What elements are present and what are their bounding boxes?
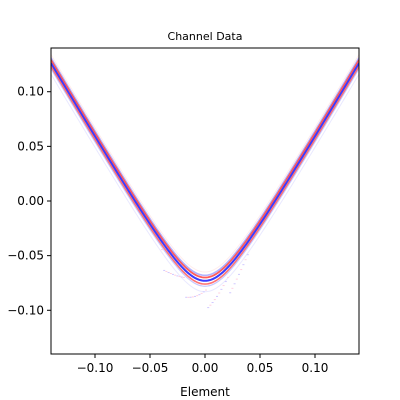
speckle (244, 259, 247, 261)
speckle (233, 283, 236, 285)
wave-band-red (51, 59, 359, 279)
speckle (218, 292, 221, 294)
x-axis: −0.10 −0.05 0.00 0.05 0.10 (77, 354, 329, 375)
speckle (209, 304, 212, 306)
speckle (169, 272, 172, 274)
wave-band-red-inner (51, 66, 359, 285)
y-tick-label: −0.05 (7, 249, 44, 263)
speckle (185, 296, 188, 298)
speckle (196, 295, 199, 297)
speckle (176, 275, 179, 277)
y-tick-label: 0.05 (17, 139, 44, 153)
speckle (207, 307, 210, 309)
speckle (183, 276, 185, 278)
speckle (235, 278, 238, 280)
y-tick-label: 0.10 (17, 85, 44, 99)
plot-frame (50, 47, 360, 355)
speckle (178, 276, 181, 278)
speckle (224, 281, 227, 283)
y-tick-label: 0.00 (17, 194, 44, 208)
speckle (222, 285, 225, 287)
y-axis: 0.10 0.05 0.00 −0.05 −0.10 (7, 85, 51, 317)
speckle (165, 271, 168, 273)
x-tick-label: −0.10 (77, 361, 114, 375)
speckle (191, 296, 194, 298)
speckle (238, 273, 240, 275)
x-tick-label: −0.05 (132, 361, 169, 375)
speckle (231, 287, 234, 289)
speckle (216, 295, 218, 297)
speckle (180, 276, 183, 278)
wave-faint-upper (51, 73, 359, 293)
plot-area (50, 47, 360, 355)
speckle (167, 272, 170, 274)
wavefront-heatmap (51, 54, 359, 309)
speckle (220, 288, 223, 290)
speckle (174, 274, 177, 276)
speckle (187, 296, 190, 298)
wave-band-blue-inner (51, 68, 359, 287)
wave-faint-lower (51, 54, 359, 273)
speckle (163, 269, 166, 271)
x-axis-label: Element (180, 385, 230, 399)
speckle (229, 292, 232, 294)
speckle (200, 292, 203, 294)
speckle (227, 276, 229, 278)
x-tick-label: 0.00 (192, 361, 219, 375)
speckle (172, 273, 174, 275)
wave-band-blue (51, 62, 359, 282)
speckle (198, 294, 201, 296)
speckle (205, 289, 207, 291)
x-tick-label: 0.10 (302, 361, 329, 375)
y-tick-label: −0.10 (7, 303, 44, 317)
speckle (246, 254, 249, 256)
wave-band-blue-outer (51, 57, 359, 277)
speckle (194, 295, 196, 297)
speckle (202, 291, 205, 293)
speckle (240, 269, 243, 271)
speckle (242, 264, 245, 266)
speckle (189, 296, 192, 298)
chart-title: Channel Data (168, 30, 243, 43)
speckle (161, 249, 163, 251)
speckle (213, 299, 216, 301)
x-tick-label: 0.05 (247, 361, 274, 375)
speckle (211, 302, 214, 304)
